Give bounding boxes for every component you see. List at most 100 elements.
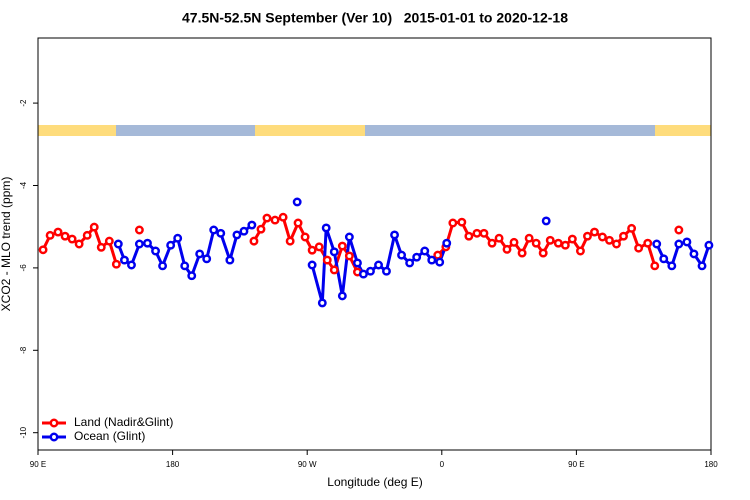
point — [173, 233, 183, 243]
point — [166, 240, 176, 250]
legend-label: Ocean (Glint) — [74, 429, 145, 443]
point — [60, 231, 70, 241]
point — [285, 236, 295, 246]
point — [634, 243, 644, 253]
point — [682, 237, 692, 247]
point — [464, 231, 474, 241]
y-axis-label: XCO2 - MLO trend (ppm) — [0, 177, 13, 312]
land-mask-strip — [38, 125, 711, 136]
point — [538, 248, 548, 258]
point — [239, 226, 249, 236]
point — [457, 217, 467, 227]
legend-swatch-marker — [49, 418, 59, 428]
point — [412, 252, 422, 262]
point — [104, 236, 114, 246]
point — [643, 238, 653, 248]
point — [89, 222, 99, 232]
point — [674, 225, 684, 235]
point — [329, 247, 339, 257]
point — [689, 249, 699, 259]
point — [619, 231, 628, 241]
point — [293, 218, 303, 228]
ocean-band — [365, 125, 655, 136]
point — [575, 246, 585, 256]
point — [494, 233, 504, 243]
point — [502, 244, 512, 254]
point — [583, 231, 592, 241]
point — [344, 251, 354, 261]
point — [652, 239, 662, 249]
point — [442, 238, 452, 248]
point — [143, 238, 152, 248]
point — [612, 239, 621, 249]
y-tick-label: -8 — [19, 346, 28, 354]
point — [531, 238, 541, 248]
point — [704, 240, 714, 250]
point — [509, 237, 519, 247]
point — [96, 242, 106, 252]
point — [627, 223, 637, 233]
point — [524, 233, 534, 243]
land-band — [255, 125, 365, 136]
point — [517, 248, 527, 258]
point — [247, 220, 257, 230]
y-tick-label: -6 — [19, 264, 28, 272]
y-tick-label: -2 — [19, 99, 28, 107]
point — [567, 234, 577, 244]
point — [74, 239, 84, 249]
point — [151, 246, 161, 256]
land-band — [38, 125, 116, 136]
x-tick-label: 0 — [440, 460, 445, 469]
point — [427, 255, 437, 265]
point — [292, 197, 302, 207]
point — [479, 228, 489, 238]
x-tick-label: 90 E — [568, 460, 584, 469]
point — [353, 258, 362, 268]
point — [256, 224, 266, 234]
point — [314, 242, 324, 252]
point — [650, 261, 660, 271]
point — [541, 216, 551, 226]
point — [667, 261, 677, 271]
point — [119, 255, 129, 265]
point — [38, 245, 48, 255]
point — [317, 298, 327, 308]
point — [307, 245, 317, 255]
point — [382, 266, 391, 276]
point — [435, 257, 445, 267]
point — [358, 269, 368, 279]
point — [187, 271, 197, 281]
point — [322, 255, 332, 265]
point — [134, 239, 144, 249]
point — [180, 261, 190, 271]
ocean-band — [116, 125, 255, 136]
x-tick-label: 180 — [166, 460, 180, 469]
point — [134, 225, 144, 235]
point — [337, 291, 347, 301]
point — [397, 250, 407, 260]
point — [225, 255, 235, 265]
point — [111, 259, 121, 269]
point — [232, 230, 242, 240]
y-tick-label: -4 — [19, 181, 28, 189]
point — [605, 235, 614, 245]
x-tick-label: 180 — [704, 460, 718, 469]
point — [307, 260, 317, 270]
point — [127, 260, 136, 270]
point — [659, 254, 669, 264]
point — [67, 234, 77, 244]
point — [300, 232, 310, 242]
point — [374, 260, 383, 270]
point — [420, 246, 430, 256]
point — [390, 230, 399, 240]
chart-title: 47.5N-52.5N September (Ver 10) 2015-01-0… — [182, 10, 568, 26]
point — [113, 239, 123, 249]
point — [448, 218, 458, 228]
land-band — [655, 125, 711, 136]
point — [158, 261, 168, 271]
point — [597, 232, 607, 242]
point — [433, 250, 443, 260]
point — [53, 227, 63, 237]
legend-label: Land (Nadir&Glint) — [74, 415, 173, 429]
